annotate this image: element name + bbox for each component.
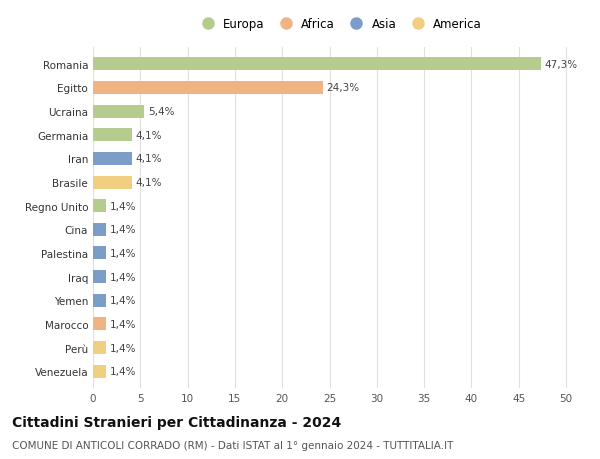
- Bar: [93, 318, 106, 330]
- Bar: [93, 129, 132, 142]
- Bar: [93, 294, 106, 307]
- Bar: [93, 341, 106, 354]
- Legend: Europa, Africa, Asia, America: Europa, Africa, Asia, America: [191, 13, 487, 36]
- Bar: [93, 58, 541, 71]
- Text: 1,4%: 1,4%: [110, 225, 137, 235]
- Bar: [93, 106, 144, 118]
- Text: 5,4%: 5,4%: [148, 107, 175, 117]
- Text: 4,1%: 4,1%: [136, 154, 162, 164]
- Text: 1,4%: 1,4%: [110, 296, 137, 306]
- Text: COMUNE DI ANTICOLI CORRADO (RM) - Dati ISTAT al 1° gennaio 2024 - TUTTITALIA.IT: COMUNE DI ANTICOLI CORRADO (RM) - Dati I…: [12, 440, 454, 450]
- Text: 1,4%: 1,4%: [110, 319, 137, 329]
- Text: 4,1%: 4,1%: [136, 130, 162, 140]
- Text: 1,4%: 1,4%: [110, 201, 137, 211]
- Bar: [93, 82, 323, 95]
- Text: 4,1%: 4,1%: [136, 178, 162, 188]
- Bar: [93, 224, 106, 236]
- Bar: [93, 270, 106, 284]
- Bar: [93, 176, 132, 189]
- Text: 1,4%: 1,4%: [110, 272, 137, 282]
- Bar: [93, 365, 106, 378]
- Text: 1,4%: 1,4%: [110, 343, 137, 353]
- Text: 1,4%: 1,4%: [110, 366, 137, 376]
- Text: Cittadini Stranieri per Cittadinanza - 2024: Cittadini Stranieri per Cittadinanza - 2…: [12, 415, 341, 429]
- Bar: [93, 152, 132, 166]
- Bar: [93, 247, 106, 260]
- Bar: [93, 200, 106, 213]
- Text: 1,4%: 1,4%: [110, 248, 137, 258]
- Text: 24,3%: 24,3%: [326, 83, 360, 93]
- Text: 47,3%: 47,3%: [544, 60, 577, 70]
